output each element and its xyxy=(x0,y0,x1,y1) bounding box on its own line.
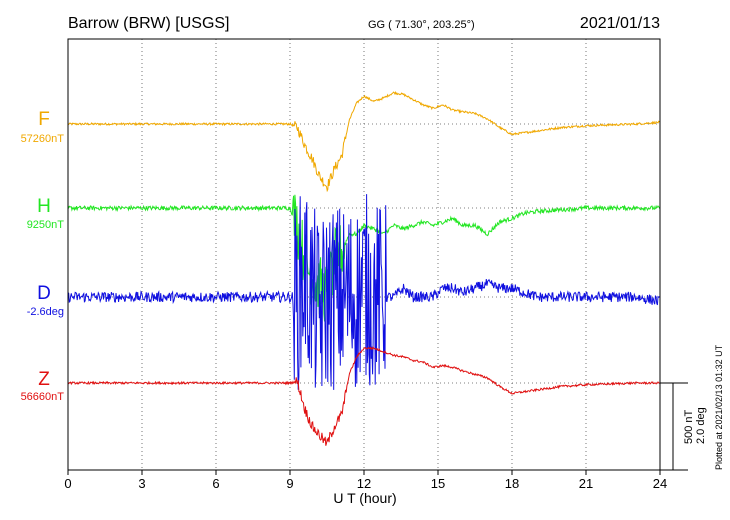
x-axis: 0 3 6 9 12 15 18 21 24 xyxy=(64,470,667,491)
x-tick-label: 12 xyxy=(357,476,371,491)
x-tick-label: 21 xyxy=(579,476,593,491)
x-axis-label: U T (hour) xyxy=(333,490,396,506)
series-name-f: F xyxy=(38,109,50,130)
trace-z xyxy=(67,346,661,446)
series-baseline-f: 57260nT xyxy=(21,133,65,145)
scale-label-deg: 2.0 deg xyxy=(695,407,707,444)
x-tick-label: 9 xyxy=(286,476,293,491)
trace-h xyxy=(67,194,661,322)
x-tick-label: 6 xyxy=(212,476,219,491)
scale-label-nt: 500 nT xyxy=(683,409,695,444)
station-title: Barrow (BRW) [USGS] xyxy=(68,15,230,32)
scale-bar: 500 nT 2.0 deg xyxy=(660,382,707,471)
plotted-at-label: Plotted at 2021/02/13 01:32 UT xyxy=(714,344,724,470)
grid xyxy=(68,39,660,470)
trace-d xyxy=(67,194,661,390)
x-tick-label: 18 xyxy=(505,476,519,491)
series-baseline-d: -2.6deg xyxy=(27,306,64,318)
coords-label: GG ( 71.30°, 203.25°) xyxy=(368,19,475,31)
series-baseline-h: 9250nT xyxy=(27,219,65,231)
x-tick-label: 0 xyxy=(64,476,71,491)
series-name-z: Z xyxy=(38,369,50,390)
series-name-h: H xyxy=(37,196,51,217)
series-name-d: D xyxy=(37,283,51,304)
traces xyxy=(67,90,661,446)
x-tick-label: 24 xyxy=(653,476,667,491)
trace-f xyxy=(67,90,661,193)
x-tick-label: 3 xyxy=(138,476,145,491)
x-tick-label: 15 xyxy=(431,476,445,491)
date-label: 2021/01/13 xyxy=(580,15,660,32)
series-baseline-z: 56660nT xyxy=(21,391,65,403)
plot-frame xyxy=(67,38,661,471)
